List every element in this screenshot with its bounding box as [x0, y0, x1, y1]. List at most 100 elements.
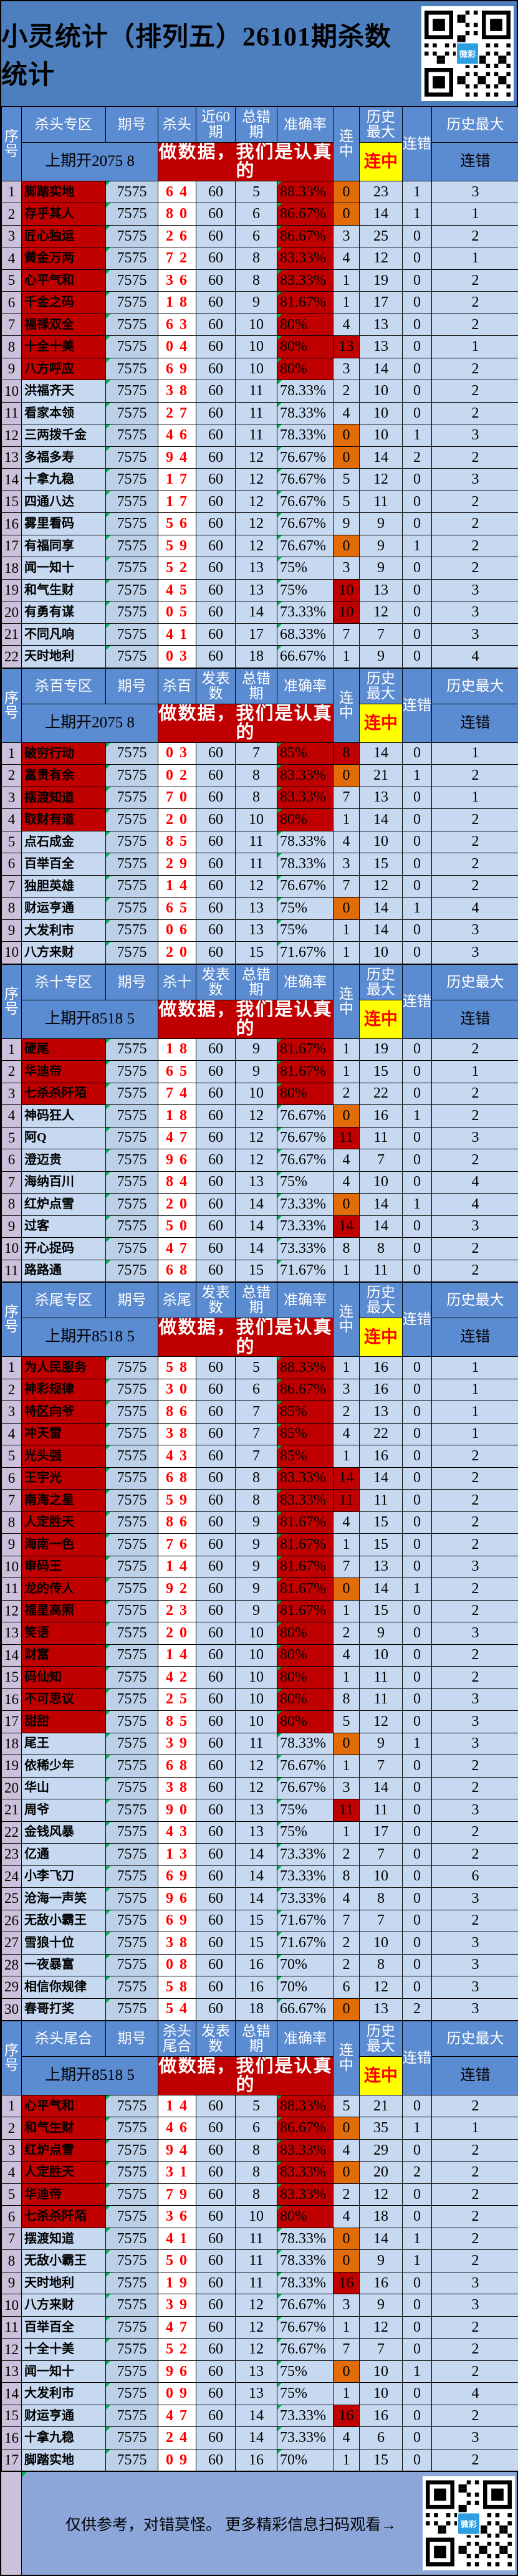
cell-period: 7575: [106, 2339, 158, 2361]
cell-history-max-miss: 2: [432, 535, 518, 557]
cell-history-max-miss: 2: [432, 557, 518, 580]
cell-streak: 0: [333, 1578, 360, 1601]
cell-kill-numbers: 4 7: [158, 1238, 196, 1260]
cell-expert-name: 四通八达: [22, 491, 106, 513]
cell-miss-streak: 0: [403, 646, 432, 668]
cell-accuracy: 76.67%: [277, 1149, 333, 1172]
cell-published-count: 60: [196, 601, 236, 624]
cell-error-count: 8: [236, 247, 277, 270]
cell-expert-name: 点石成金: [22, 831, 106, 853]
cell-streak: 3: [333, 1777, 360, 1799]
cell-history-max-miss: 3: [432, 942, 518, 964]
cell-index: 21: [2, 1799, 22, 1822]
cell-history-max-miss: 2: [432, 1260, 518, 1282]
cell-error-count: 7: [236, 1401, 277, 1424]
cell-history-max-miss: 2: [432, 1083, 518, 1105]
cell-streak: 0: [333, 1998, 360, 2021]
cell-error-count: 6: [236, 2117, 277, 2140]
cell-published-count: 60: [196, 853, 236, 876]
cell-kill-numbers: 2 3: [158, 1600, 196, 1622]
cell-history-max-miss: 3: [432, 1711, 518, 1733]
cell-period: 7575: [106, 2272, 158, 2294]
header-zone: 杀头专区: [22, 107, 106, 143]
cell-period: 7575: [106, 942, 158, 964]
cell-expert-name: 笑语: [22, 1622, 106, 1645]
cell-miss-streak: 0: [403, 1844, 432, 1866]
cell-expert-name: 人定胜天: [22, 2162, 106, 2184]
cell-error-count: 13: [236, 1171, 277, 1194]
cell-error-count: 14: [236, 1215, 277, 1238]
cell-history-max-streak: 21: [360, 765, 403, 787]
cell-history-max-streak: 12: [360, 1976, 403, 1999]
cell-history-max-streak: 15: [360, 1511, 403, 1534]
cell-error-count: 13: [236, 919, 277, 942]
cell-kill-numbers: 8 6: [158, 1511, 196, 1534]
cell-streak: 2: [333, 1401, 360, 1424]
cell-streak: 2: [333, 1844, 360, 1866]
cell-miss-streak: 1: [403, 1194, 432, 1216]
cell-streak: 2: [333, 1083, 360, 1105]
cell-index: 7: [2, 2228, 22, 2250]
cell-history-max-streak: 10: [360, 402, 403, 424]
cell-miss-streak: 0: [403, 742, 432, 765]
cell-streak: 3: [333, 225, 360, 247]
cell-kill-numbers: 4 1: [158, 623, 196, 646]
cell-index: 25: [2, 1888, 22, 1910]
cell-miss-streak: 0: [403, 1238, 432, 1260]
cell-accuracy: 66.67%: [277, 1998, 333, 2021]
cell-error-count: 9: [236, 1511, 277, 1534]
cell-error-count: 10: [236, 1688, 277, 1711]
cell-streak: 0: [333, 2228, 360, 2250]
cell-miss-streak: 0: [403, 579, 432, 601]
cell-history-max-streak: 19: [360, 269, 403, 292]
cell-error-count: 18: [236, 1998, 277, 2021]
cell-period: 7575: [106, 1534, 158, 1556]
cell-index: 20: [2, 1777, 22, 1799]
cell-history-max-streak: 7: [360, 1910, 403, 1932]
cell-period: 7575: [106, 446, 158, 469]
cell-accuracy: 81.67%: [277, 292, 333, 314]
cell-expert-name: 八方呼应: [22, 358, 106, 380]
cell-kill-numbers: 0 5: [158, 601, 196, 624]
cell-accuracy: 85%: [277, 742, 333, 765]
cell-history-max-streak: 9: [360, 557, 403, 580]
footer-left-strip: [1, 2472, 22, 2575]
cell-miss-streak: 0: [403, 1215, 432, 1238]
cell-expert-name: 十全十美: [22, 336, 106, 358]
cell-period: 7575: [106, 1105, 158, 1128]
cell-error-count: 8: [236, 1490, 277, 1512]
cell-period: 7575: [106, 1932, 158, 1955]
cell-published-count: 60: [196, 1667, 236, 1689]
cell-accuracy: 76.67%: [277, 1105, 333, 1128]
cell-expert-name: 相信你规律: [22, 1976, 106, 1999]
cell-history-max-streak: 16: [360, 2405, 403, 2427]
cell-accuracy: 78.33%: [277, 853, 333, 876]
cell-history-max-miss: 3: [432, 579, 518, 601]
cell-published-count: 60: [196, 765, 236, 787]
cell-kill-numbers: 0 4: [158, 336, 196, 358]
header-period: 期号: [106, 1283, 158, 1318]
cell-history-max-miss: 3: [432, 1799, 518, 1822]
cell-history-max-miss: 2: [432, 2183, 518, 2206]
cell-expert-name: 海纳百川: [22, 1171, 106, 1194]
cell-period: 7575: [106, 1238, 158, 1260]
cell-kill-numbers: 6 9: [158, 1910, 196, 1932]
cell-miss-streak: 0: [403, 809, 432, 831]
cell-error-count: 10: [236, 1644, 277, 1667]
cell-error-count: 11: [236, 402, 277, 424]
cell-published-count: 60: [196, 1556, 236, 1578]
cell-streak: 4: [333, 1423, 360, 1445]
cell-error-count: 8: [236, 2183, 277, 2206]
header-index: 序号: [2, 964, 22, 1038]
